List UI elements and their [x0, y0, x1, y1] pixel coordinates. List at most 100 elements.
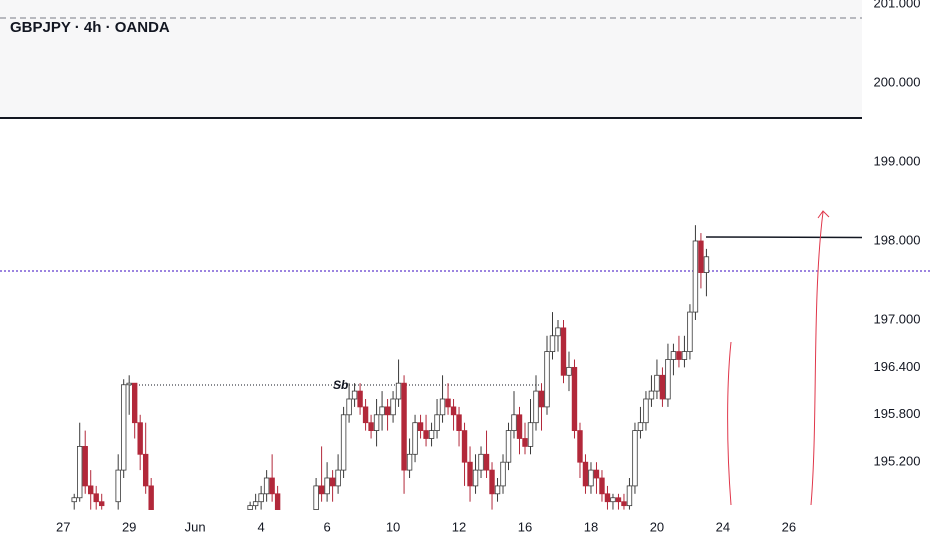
candle-body: [643, 398, 649, 424]
level-line: [705, 236, 863, 239]
candle-body: [516, 414, 523, 439]
candle-body: [395, 382, 402, 400]
candle-body: [511, 414, 517, 431]
candle-body: [549, 335, 556, 352]
candle-body: [615, 497, 622, 503]
x-tick-label: 27: [56, 519, 70, 534]
candle-body: [478, 453, 484, 471]
candle-body: [505, 430, 512, 463]
candle-body: [428, 430, 435, 439]
candle-body: [115, 469, 121, 503]
candle-body: [324, 477, 330, 495]
candle-body: [412, 422, 418, 455]
candle-body: [637, 422, 644, 431]
candle-body: [489, 469, 495, 495]
y-tick-label: 196.400: [874, 359, 921, 374]
candle-body: [99, 501, 105, 507]
x-tick-label: 6: [323, 519, 330, 534]
x-tick-label: 12: [452, 519, 466, 534]
x-tick-label: 4: [258, 519, 265, 534]
x-tick-label: 20: [650, 519, 664, 534]
candle-body: [120, 384, 127, 471]
candle-body: [626, 485, 633, 507]
candle-body: [599, 477, 605, 495]
candle-body: [494, 485, 501, 495]
candle-body: [533, 390, 539, 424]
candle-body: [445, 398, 451, 408]
x-tick-label: 24: [716, 519, 730, 534]
candle-body: [588, 469, 594, 487]
y-tick-label: 198.000: [874, 232, 921, 247]
annotation: Sb: [333, 378, 348, 392]
candle-body: [357, 390, 363, 408]
candle-body: [577, 430, 583, 463]
candle-body: [593, 469, 600, 479]
candle-body: [263, 477, 270, 495]
candle-body: [126, 382, 132, 386]
candle-body: [390, 398, 396, 416]
candle-body: [659, 374, 666, 400]
top-zone: [0, 0, 862, 118]
x-tick-label: 18: [584, 519, 598, 534]
candle-body: [676, 351, 682, 360]
y-tick-label: 197.000: [874, 311, 921, 326]
x-tick-label: Jun: [185, 519, 206, 534]
drawing: [727, 341, 732, 506]
candle-body: [472, 469, 479, 487]
candle-body: [313, 485, 319, 510]
x-tick-label: 10: [386, 519, 400, 534]
candle-body: [77, 445, 83, 499]
candle-body: [450, 406, 457, 416]
candle-body: [687, 311, 693, 352]
candle-body: [439, 398, 446, 416]
candle-body: [670, 351, 677, 360]
candle-body: [384, 406, 391, 416]
candle-body: [368, 422, 374, 431]
candle-body: [269, 477, 275, 495]
x-tick-label: 16: [518, 519, 532, 534]
candle-body: [461, 430, 468, 463]
candle-body: [538, 390, 545, 408]
candle-body: [362, 406, 369, 424]
candle-body: [401, 382, 407, 471]
candle-body: [71, 497, 77, 503]
candle-body: [483, 453, 490, 471]
candle-body: [522, 438, 528, 447]
candle-body: [566, 366, 572, 376]
y-tick-label: 200.000: [874, 74, 921, 89]
candle-body: [406, 453, 413, 471]
candle-body: [560, 327, 567, 376]
candle-body: [137, 422, 143, 455]
candle-body: [417, 422, 424, 431]
candle-body: [423, 430, 429, 439]
y-tick-label: 201.000: [874, 0, 921, 10]
candle-body: [148, 485, 154, 510]
candle-body: [681, 351, 688, 360]
candle-body: [379, 406, 385, 416]
candle-body: [555, 327, 561, 337]
candle-body: [500, 461, 506, 487]
candle-body: [274, 493, 281, 510]
candles: [71, 225, 710, 510]
candle-body: [467, 461, 473, 487]
candle-body: [610, 497, 616, 503]
y-tick-label: 195.800: [874, 406, 921, 421]
candle-body: [632, 430, 638, 487]
candle-body: [654, 374, 660, 392]
candle-body: [692, 240, 699, 313]
x-tick-label: 26: [782, 519, 796, 534]
candle-body: [329, 477, 336, 487]
candle-body: [621, 501, 627, 507]
y-tick-label: 199.000: [874, 153, 921, 168]
candle-body: [335, 469, 341, 487]
candle-body: [703, 256, 710, 273]
candle-body: [346, 398, 352, 416]
candle-body: [351, 390, 358, 400]
candle-body: [434, 414, 440, 431]
candle-body: [527, 422, 534, 447]
candle-body: [604, 493, 611, 503]
candle-body: [258, 493, 264, 503]
candle-body: [582, 461, 589, 487]
drawing-arrow: [810, 210, 830, 506]
